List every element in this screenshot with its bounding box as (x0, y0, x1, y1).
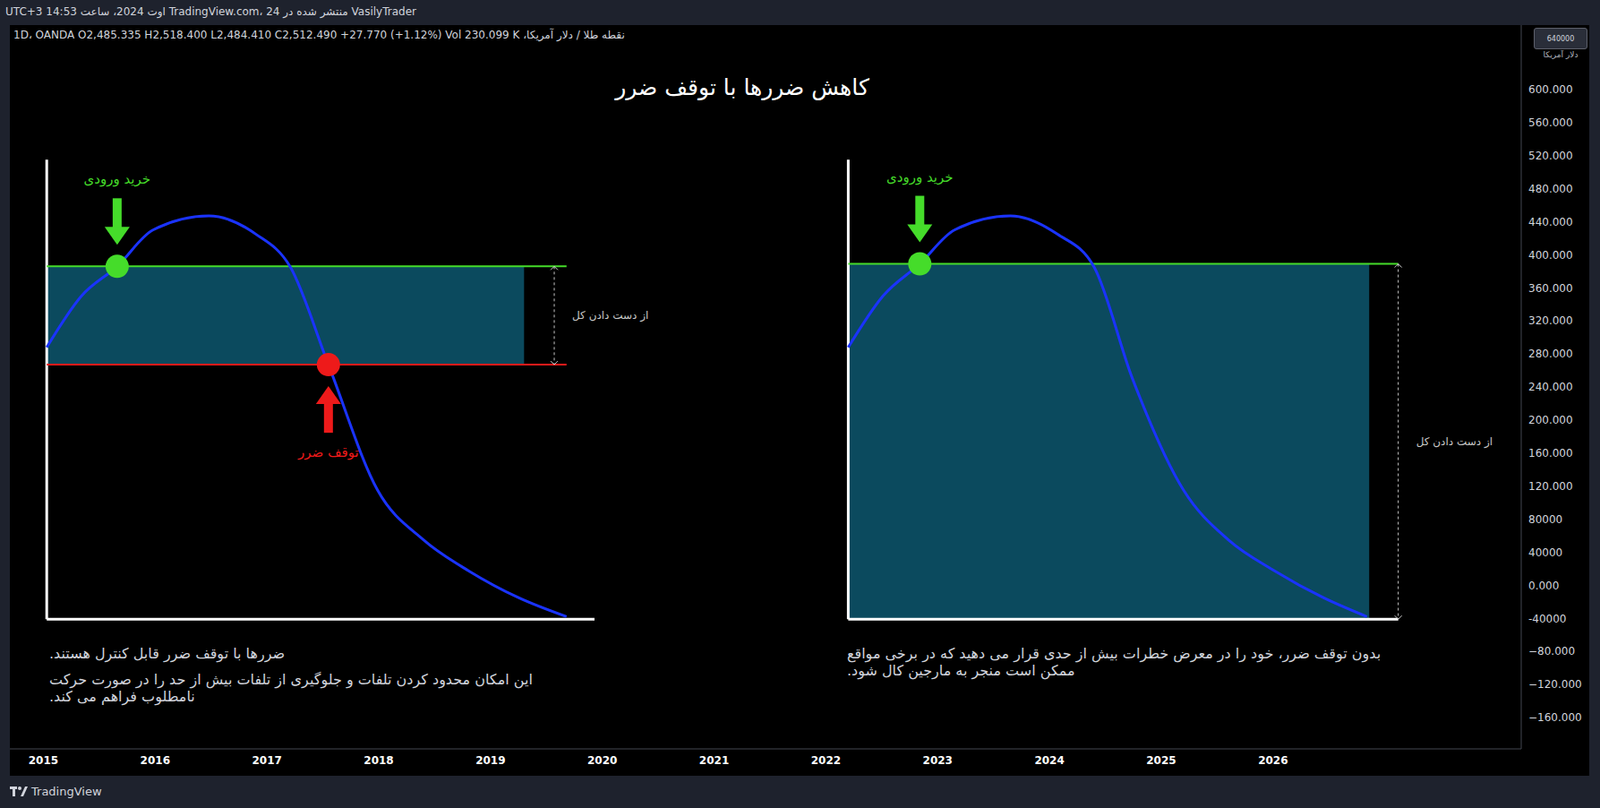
svg-text:560.000: 560.000 (1528, 116, 1574, 129)
svg-text:توقف ضرر: توقف ضرر (297, 444, 360, 461)
svg-text:خرید ورودی: خرید ورودی (84, 171, 152, 188)
html-text:ضررها با توقف ضرر قابل کنترل ه: ضررها با توقف ضرر قابل کنترل هستند. (49, 644, 285, 662)
svg-text:2021: 2021 (699, 753, 729, 767)
svg-text:2022: 2022 (811, 753, 841, 767)
svg-text:2017: 2017 (251, 753, 282, 767)
svg-text:2018: 2018 (363, 753, 394, 767)
svg-text:−120.000: −120.000 (1528, 677, 1583, 691)
svg-text:520.000: 520.000 (1528, 149, 1574, 163)
svg-text:2015: 2015 (28, 753, 59, 767)
svg-text:−80.000: −80.000 (1528, 644, 1575, 658)
svg-text:2020: 2020 (587, 753, 617, 767)
svg-text:خرید ورودی: خرید ورودی (886, 169, 954, 186)
html-text:640000: 640000 (1546, 34, 1575, 43)
svg-text:120.000: 120.000 (1528, 479, 1574, 493)
html-text:نقطه طلا / دلار آمریکا، 1D، OA: نقطه طلا / دلار آمریکا، 1D، OANDA O2,485… (13, 28, 625, 42)
html-text:بدون توقف ضرر، خود را در معرض: بدون توقف ضرر، خود را در معرض خطرات بیش … (847, 644, 1381, 679)
svg-text:2016: 2016 (140, 753, 171, 767)
html-text:TradingView: TradingView (31, 784, 102, 798)
html-text:کاهش ضررها با توقف ضرر: کاهش ضررها با توقف ضرر (615, 74, 870, 101)
svg-text:360.000: 360.000 (1528, 282, 1574, 295)
svg-text:40000: 40000 (1528, 546, 1563, 559)
svg-text:280.000: 280.000 (1528, 347, 1574, 360)
svg-text:-40000: -40000 (1528, 612, 1567, 625)
svg-text:160.000: 160.000 (1528, 446, 1574, 460)
svg-text:200.000: 200.000 (1528, 413, 1574, 427)
svg-text:480.000: 480.000 (1528, 182, 1574, 196)
svg-text:0.000: 0.000 (1528, 579, 1559, 592)
svg-text:2025: 2025 (1146, 753, 1176, 767)
svg-text:2019: 2019 (475, 753, 505, 767)
svg-text:600.000: 600.000 (1528, 83, 1574, 96)
svg-text:2023: 2023 (923, 753, 953, 767)
html-text:دلار آمریکا: دلار آمریکا (1543, 50, 1578, 60)
html-text:این امکان محدود کردن تلفات و ج: این امکان محدود کردن تلفات و جلوگیری از … (49, 670, 533, 705)
svg-text:2024: 2024 (1034, 753, 1064, 767)
svg-text:2026: 2026 (1257, 753, 1288, 767)
svg-text:240.000: 240.000 (1528, 380, 1574, 394)
svg-text:400.000: 400.000 (1528, 248, 1574, 262)
svg-text:از دست دادن کل: از دست دادن کل (572, 308, 649, 323)
svg-text:−160.000: −160.000 (1528, 710, 1583, 724)
html-text:VasilyTrader منتشر شده در Trad: VasilyTrader منتشر شده در TradingView.co… (5, 5, 417, 18)
svg-text:80000: 80000 (1528, 513, 1563, 526)
svg-text:440.000: 440.000 (1528, 215, 1574, 229)
svg-text:از دست دادن کل: از دست دادن کل (1416, 435, 1493, 449)
svg-text:320.000: 320.000 (1528, 314, 1574, 327)
